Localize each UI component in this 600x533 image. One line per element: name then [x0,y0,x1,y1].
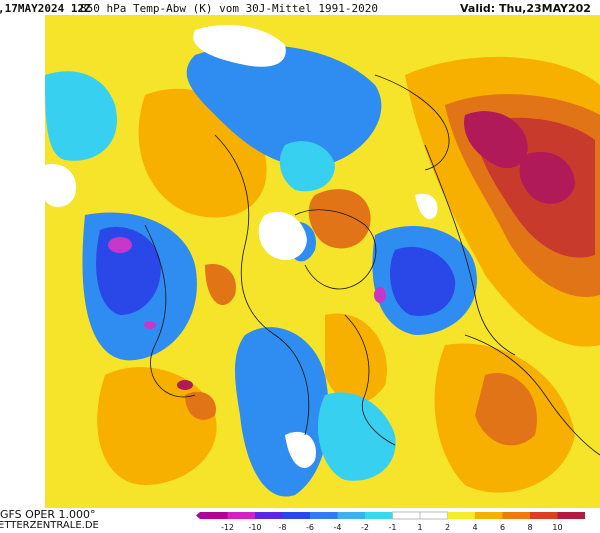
warm-region-south [325,313,387,404]
very-cold-region-central [390,246,456,316]
strong-cold-core-center [374,287,386,303]
hot-region-west [185,391,216,420]
map-footer: GFS OPER 1.000° ETTERZENTRALE.DE -12 -10-… [0,508,600,532]
colorbar-swatch-8 [419,511,448,520]
colorbar-label: -4 [334,523,342,532]
valid-label: Valid: Thu,23MAY202 [460,2,591,15]
colorbar-swatch-0 [200,512,228,519]
colorbar-swatch-7 [392,511,421,520]
colorbar-label: 6 [500,523,505,532]
extreme-region-east [464,111,528,169]
site-label: ETTERZENTRALE.DE [0,520,99,531]
cool-region-center [279,141,335,192]
hot-region-southeast [475,373,537,446]
colorbar-label: -8 [279,523,287,532]
map-header: ,17MAY2024 12Z 850 hPa Temp-Abw (K) vom … [0,0,600,18]
strong-cold-core-south [177,380,193,390]
extreme-region-east-2 [519,151,575,204]
colorbar-label: 10 [552,523,562,532]
colorbar-label: -10 [248,523,261,532]
coastline-outline-5 [144,224,196,398]
colorbar-swatch-12 [530,512,558,519]
coastline-outline-7 [424,144,516,356]
coastline-outline-4 [344,314,396,446]
colorbar-label: 8 [527,523,532,532]
colorbar-swatch-6 [365,512,393,519]
neutral-patch-east [415,193,438,220]
colorbar-label: -6 [306,523,314,532]
colorbar-swatch-13 [557,512,585,519]
neutral-patch-center [258,211,307,260]
colorbar-swatch-9 [447,512,475,519]
colorbar-label: 2 [445,523,450,532]
colorbar-label: -1 [389,523,397,532]
coastline-outline-1 [214,134,310,436]
colorbar-labels: -12 -10 -8 -6 -4 -2 -1 1 2 4 6 8 10 [221,523,563,532]
colorbar-label: 1 [417,523,422,532]
coastline-outline-3 [374,74,450,171]
colorbar-swatch-11 [502,512,530,519]
anomaly-map [45,15,600,510]
cool-region-northwest [45,71,117,161]
colorbar-swatches [196,511,585,520]
colorbar-label: -2 [361,523,369,532]
strong-cold-core-southwest [144,321,156,329]
colorbar: -12 -10 -8 -6 -4 -2 -1 1 2 4 6 8 10 [196,511,585,532]
model-label: GFS OPER 1.000° [0,508,96,521]
colorbar-swatch-10 [475,512,503,519]
map-title: 850 hPa Temp-Abw (K) vom 30J-Mittel 1991… [80,2,379,15]
colorbar-label: -12 [221,523,234,532]
strong-cold-core-west [108,237,132,253]
colorbar-swatch-4 [310,512,338,519]
cool-region-south [317,392,396,481]
run-label: ,17MAY2024 12Z [0,2,91,15]
colorbar-swatch-1 [227,512,255,519]
neutral-patch-west [45,164,76,207]
colorbar-swatch-2 [255,512,283,519]
colorbar-label: 4 [472,523,477,532]
neutral-patch-south [285,431,316,468]
colorbar-swatch-3 [282,512,310,519]
neutral-patch-north [193,25,286,67]
map-canvas [45,15,600,510]
colorbar-tip [196,512,200,519]
cold-region-north [186,45,382,167]
colorbar-swatch-5 [337,512,365,519]
coastline-outline-6 [464,334,600,456]
hot-region-left-arc [205,264,236,305]
coastline-outline-2 [294,209,377,290]
hot-region-center [308,189,371,249]
